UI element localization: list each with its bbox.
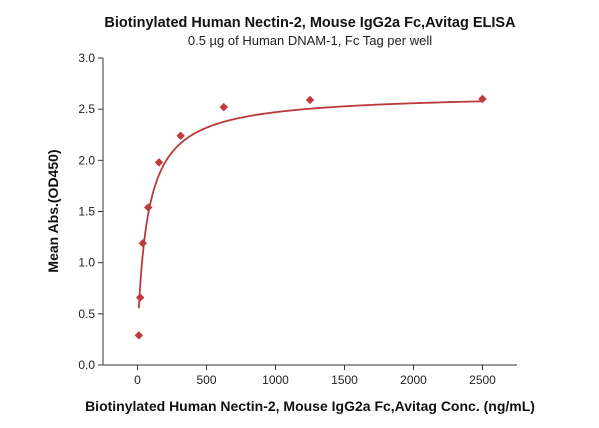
data-point (138, 239, 148, 248)
x-tick-label: 2500 (469, 373, 496, 387)
data-point (305, 95, 315, 105)
fit-curve (137, 100, 483, 309)
x-tick-label: 1000 (262, 373, 289, 387)
y-tick-label: 1.0 (78, 256, 95, 270)
data-point (154, 158, 164, 167)
y-tick-label: 2.5 (78, 102, 95, 116)
data-point (219, 102, 228, 112)
chart-title: Biotinylated Human Nectin-2, Mouse IgG2a… (104, 15, 516, 31)
data-point (144, 203, 153, 212)
data-point (135, 293, 145, 302)
y-tick-label: 1.5 (78, 205, 95, 219)
x-tick-label: 0 (134, 373, 141, 387)
x-axis-label: Biotinylated Human Nectin-2, Mouse IgG2a… (85, 398, 535, 414)
y-tick-label: 0.0 (78, 358, 95, 372)
y-tick-label: 3.0 (78, 51, 95, 65)
data-point (176, 131, 185, 140)
data-point (478, 94, 487, 104)
x-tick-label: 1500 (331, 373, 358, 387)
y-axis-label: Mean Abs.(OD450) (45, 149, 61, 272)
y-tick-label: 2.0 (78, 153, 95, 167)
chart-subtitle: 0.5 µg of Human DNAM-1, Fc Tag per well (188, 33, 432, 48)
x-tick-label: 500 (196, 373, 216, 387)
y-tick-label: 0.5 (78, 307, 95, 321)
x-tick-label: 2000 (400, 373, 427, 387)
data-point (134, 331, 144, 340)
plot-area: 0.0 0.5 1.0 1.5 2.0 2.5 3.0 0 500 1000 1500 2000 250… (78, 51, 517, 387)
